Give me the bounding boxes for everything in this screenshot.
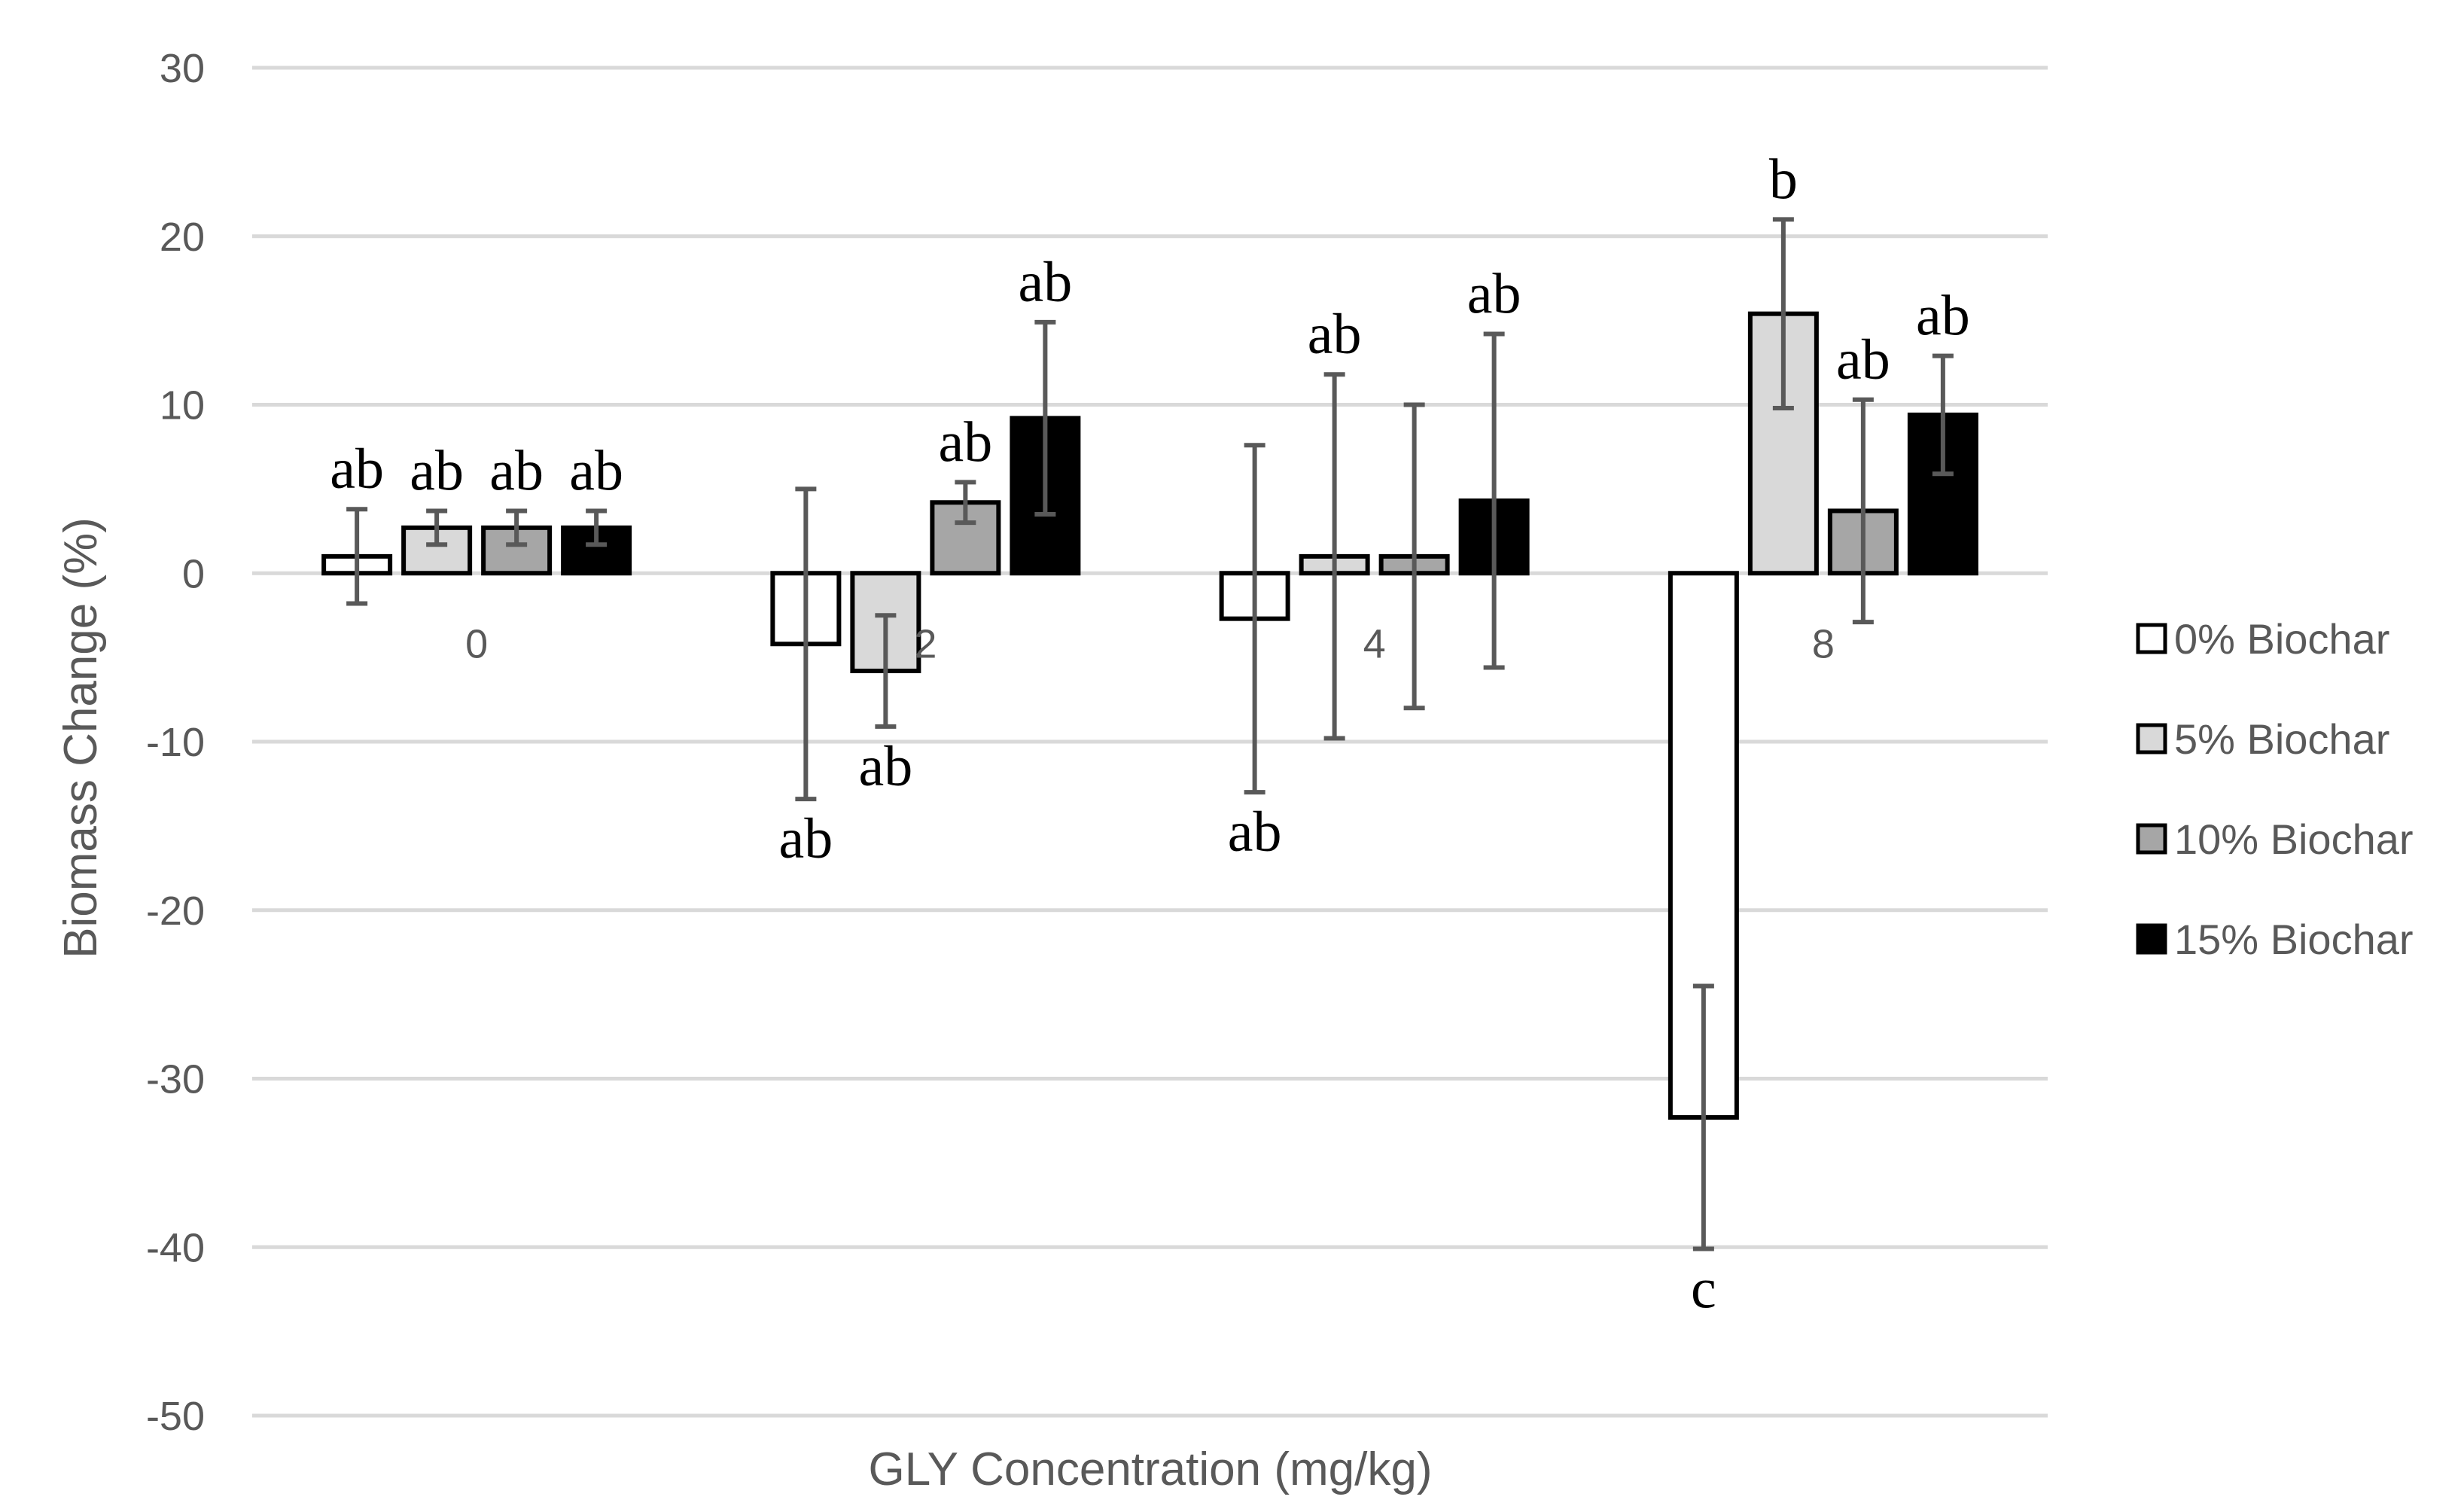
legend-label: 5% Biochar (2174, 715, 2389, 763)
y-tick-label: -40 (146, 1225, 205, 1270)
y-tick-label: 10 (160, 383, 205, 428)
x-category-label: 2 (914, 621, 937, 666)
significance-label: ab (489, 439, 544, 502)
legend-swatch (2136, 823, 2167, 855)
bars (321, 311, 1978, 1120)
significance-label: ab (1308, 303, 1362, 366)
significance-label: ab (859, 735, 913, 798)
significance-label: ab (1228, 800, 1282, 864)
y-tick-label: 20 (160, 215, 205, 260)
legend-swatch (2136, 923, 2167, 955)
legend-label: 15% Biochar (2174, 916, 2414, 963)
significance-label: ab (1019, 251, 1073, 314)
y-tick-label: -20 (146, 889, 205, 934)
significance-label: ab (1836, 328, 1890, 392)
legend: 0% Biochar 5% Biochar 10% Biochar 15% Bioch… (2136, 615, 2414, 963)
x-category-label: 8 (1812, 621, 1835, 666)
significance-label: ab (939, 410, 993, 474)
legend-swatch (2136, 723, 2167, 754)
y-tick-label: -30 (146, 1057, 205, 1102)
significance-label: ab (330, 437, 384, 501)
y-tick-label: 30 (160, 46, 205, 91)
significance-label: ab (569, 439, 623, 502)
y-tick-label: 0 (182, 551, 205, 596)
significance-label: c (1691, 1257, 1716, 1320)
significance-label: ab (410, 439, 464, 502)
x-category-label: 4 (1363, 621, 1386, 666)
error-bars (346, 217, 1954, 1251)
gridlines (252, 66, 2048, 1418)
y-tick-label: -10 (146, 720, 205, 765)
legend-label: 10% Biochar (2174, 815, 2414, 863)
significance-label: ab (1467, 263, 1521, 326)
legend-label: 0% Biochar (2174, 615, 2389, 663)
y-axis-title: Biomass Change (%) (55, 517, 107, 959)
legend-swatch (2136, 623, 2167, 654)
significance-label: ab (779, 807, 833, 870)
y-tick-label: -50 (146, 1394, 205, 1439)
bar (1747, 311, 1819, 576)
significance-label: ab (1916, 285, 1970, 348)
x-axis-category-labels: 0 2 4 8 (465, 621, 1835, 666)
y-axis-tick-labels: 30 20 10 0 -10 -20 -30 -40 -50 (146, 46, 205, 1439)
x-category-label: 0 (465, 621, 488, 666)
x-axis-title: GLY Concentration (mg/kg) (869, 1443, 1433, 1495)
significance-label: b (1769, 148, 1798, 211)
